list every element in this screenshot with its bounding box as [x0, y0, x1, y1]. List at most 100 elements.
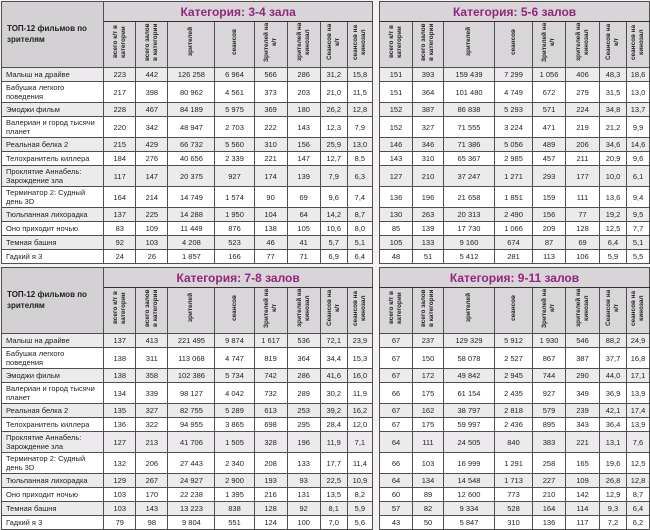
data-cell: 9,4	[625, 186, 650, 208]
data-cell: 24,9	[626, 333, 650, 348]
film-name-cell: Оно приходит ночью	[0, 487, 105, 502]
data-cell: 2 985	[494, 151, 533, 166]
table-row: 48 51 5 412 281 113 106 5,9 5,5	[379, 249, 650, 264]
data-cell: 613	[253, 403, 288, 418]
column-header-label: зрителей на кинозал	[574, 288, 590, 328]
film-name-cell: Реальная белка 2	[0, 137, 105, 152]
column-header-3: сеансов	[494, 287, 533, 334]
data-cell: 79	[103, 515, 137, 530]
data-cell: 40 656	[167, 151, 216, 166]
data-cell: 41 706	[167, 431, 216, 453]
data-cell: 142	[565, 487, 600, 502]
data-cell: 139	[412, 221, 444, 236]
data-cell: 1 395	[214, 487, 255, 502]
data-cell: 2 340	[214, 452, 255, 474]
data-cell: 67	[379, 347, 413, 369]
column-header-label: Сеансов на к/т	[605, 289, 620, 327]
table-row: Оно приходит ночью 103 170 22 238 1 395 216 13…	[0, 487, 374, 502]
data-cell: 109	[565, 473, 600, 488]
table-row: 146 346 71 386 5 056 489 206 34,6 14,6	[379, 137, 650, 152]
data-cell: 147	[135, 165, 169, 187]
data-cell: 30,2	[319, 382, 348, 404]
data-cell: 225	[135, 207, 169, 222]
table-row: Оно приходит ночью 83 109 11 449 876 138 105 10…	[0, 221, 374, 236]
table-row: Бабушка легкого поведения 217 398 80 962 4 5…	[0, 81, 374, 103]
data-cell: 77	[253, 249, 288, 264]
data-cell: 222	[253, 116, 288, 138]
data-cell: 13,0	[625, 81, 650, 103]
table-row: 64 134 14 548 1 713 227 109 26,8 12,8	[379, 473, 650, 488]
data-cell: 383	[532, 431, 566, 453]
data-cell: 22 238	[167, 487, 216, 502]
data-cell: 442	[135, 67, 169, 82]
data-cell: 217	[103, 81, 137, 103]
data-cell: 674	[494, 235, 533, 250]
data-cell: 6,3	[346, 165, 374, 187]
data-cell: 2 490	[494, 207, 533, 222]
column-header-2: зрителей	[167, 287, 216, 334]
data-cell: 150	[412, 347, 444, 369]
data-cell: 286	[286, 67, 321, 82]
data-cell: 2 945	[494, 368, 533, 383]
table-row: 127 210 37 247 1 271 293 177 10,0 6,1	[379, 165, 650, 187]
data-cell: 98 127	[167, 382, 216, 404]
column-header-label: зрителей	[465, 293, 472, 323]
film-name-cell: Тюльпанная лихорадка	[0, 473, 105, 488]
data-cell: 26,8	[599, 473, 627, 488]
column-header-5: зрителей на кинозал	[565, 21, 600, 68]
data-cell: 213	[135, 431, 169, 453]
data-cell: 253	[286, 403, 321, 418]
table-row: Терминатор 2: Судный день 3D 164 214 14 749…	[0, 186, 374, 208]
data-cell: 69	[286, 186, 321, 208]
column-header-label: сеансов	[509, 295, 517, 321]
data-cell: 80 962	[167, 81, 216, 103]
data-cell: 406	[565, 67, 600, 82]
data-cell: 20 313	[443, 207, 495, 222]
data-cell: 8,7	[346, 207, 374, 222]
data-cell: 59 997	[443, 417, 495, 432]
data-cell: 143	[135, 501, 169, 516]
data-cell: 5,1	[625, 235, 650, 250]
column-header-1: всего залов в категории	[412, 287, 444, 334]
data-cell: 172	[412, 368, 444, 383]
data-cell: 7,6	[626, 431, 650, 453]
data-cell: 28,4	[319, 417, 348, 432]
data-cell: 16 999	[443, 452, 495, 474]
column-header-label: всего к/т в категории	[388, 291, 403, 325]
column-header-label: Зрителей на к/т	[541, 22, 556, 62]
table-row: 151 364 101 480 4 749 672 279 31,5 13,0	[379, 81, 650, 103]
data-cell: 84 189	[167, 102, 216, 117]
table-row: 60 89 12 600 773 210 142 12,9 8,7	[379, 487, 650, 502]
data-cell: 147	[286, 151, 321, 166]
data-cell: 34,8	[599, 102, 627, 117]
data-cell: 467	[135, 102, 169, 117]
data-cell: 41	[286, 235, 321, 250]
data-cell: 102 386	[167, 368, 216, 383]
data-cell: 10,6	[319, 221, 348, 236]
data-cell: 1 857	[167, 249, 216, 264]
data-cell: 50	[412, 515, 444, 530]
table-row: Гадкий я 3 24 26 1 857 166 77 71 6,9 6,4	[0, 249, 374, 264]
data-cell: 11 449	[167, 221, 216, 236]
table-row: 67 150 58 078 2 527 867 387 37,7 16,8	[379, 347, 650, 369]
column-header-label: сеансов	[509, 29, 517, 55]
data-cell: 1 066	[494, 221, 533, 236]
film-name-cell: Оно приходит ночью	[0, 221, 105, 236]
column-header-0: всего к/т в категории	[379, 21, 413, 68]
data-cell: 267	[135, 473, 169, 488]
data-cell: 113 068	[167, 347, 216, 369]
table-row: Гадкий я 3 79 98 9 804 551 124 100 7,0 5,6	[0, 515, 374, 530]
column-header-label: всего к/т в категории	[388, 25, 403, 59]
data-cell: 6,4	[599, 235, 627, 250]
data-cell: 224	[565, 102, 600, 117]
column-header-label: всего к/т в категории	[111, 25, 127, 59]
data-cell: 7,9	[319, 165, 348, 187]
column-header-label: зрителей на кинозал	[295, 288, 311, 328]
data-cell: 208	[253, 452, 288, 474]
data-cell: 126 258	[167, 67, 216, 82]
data-cell: 11,4	[346, 452, 374, 474]
data-cell: 6,2	[626, 515, 650, 530]
column-header-6: Сеансов на к/т	[319, 287, 348, 334]
data-cell: 457	[532, 151, 566, 166]
film-name-cell: Эмоджи фильм	[0, 368, 105, 383]
